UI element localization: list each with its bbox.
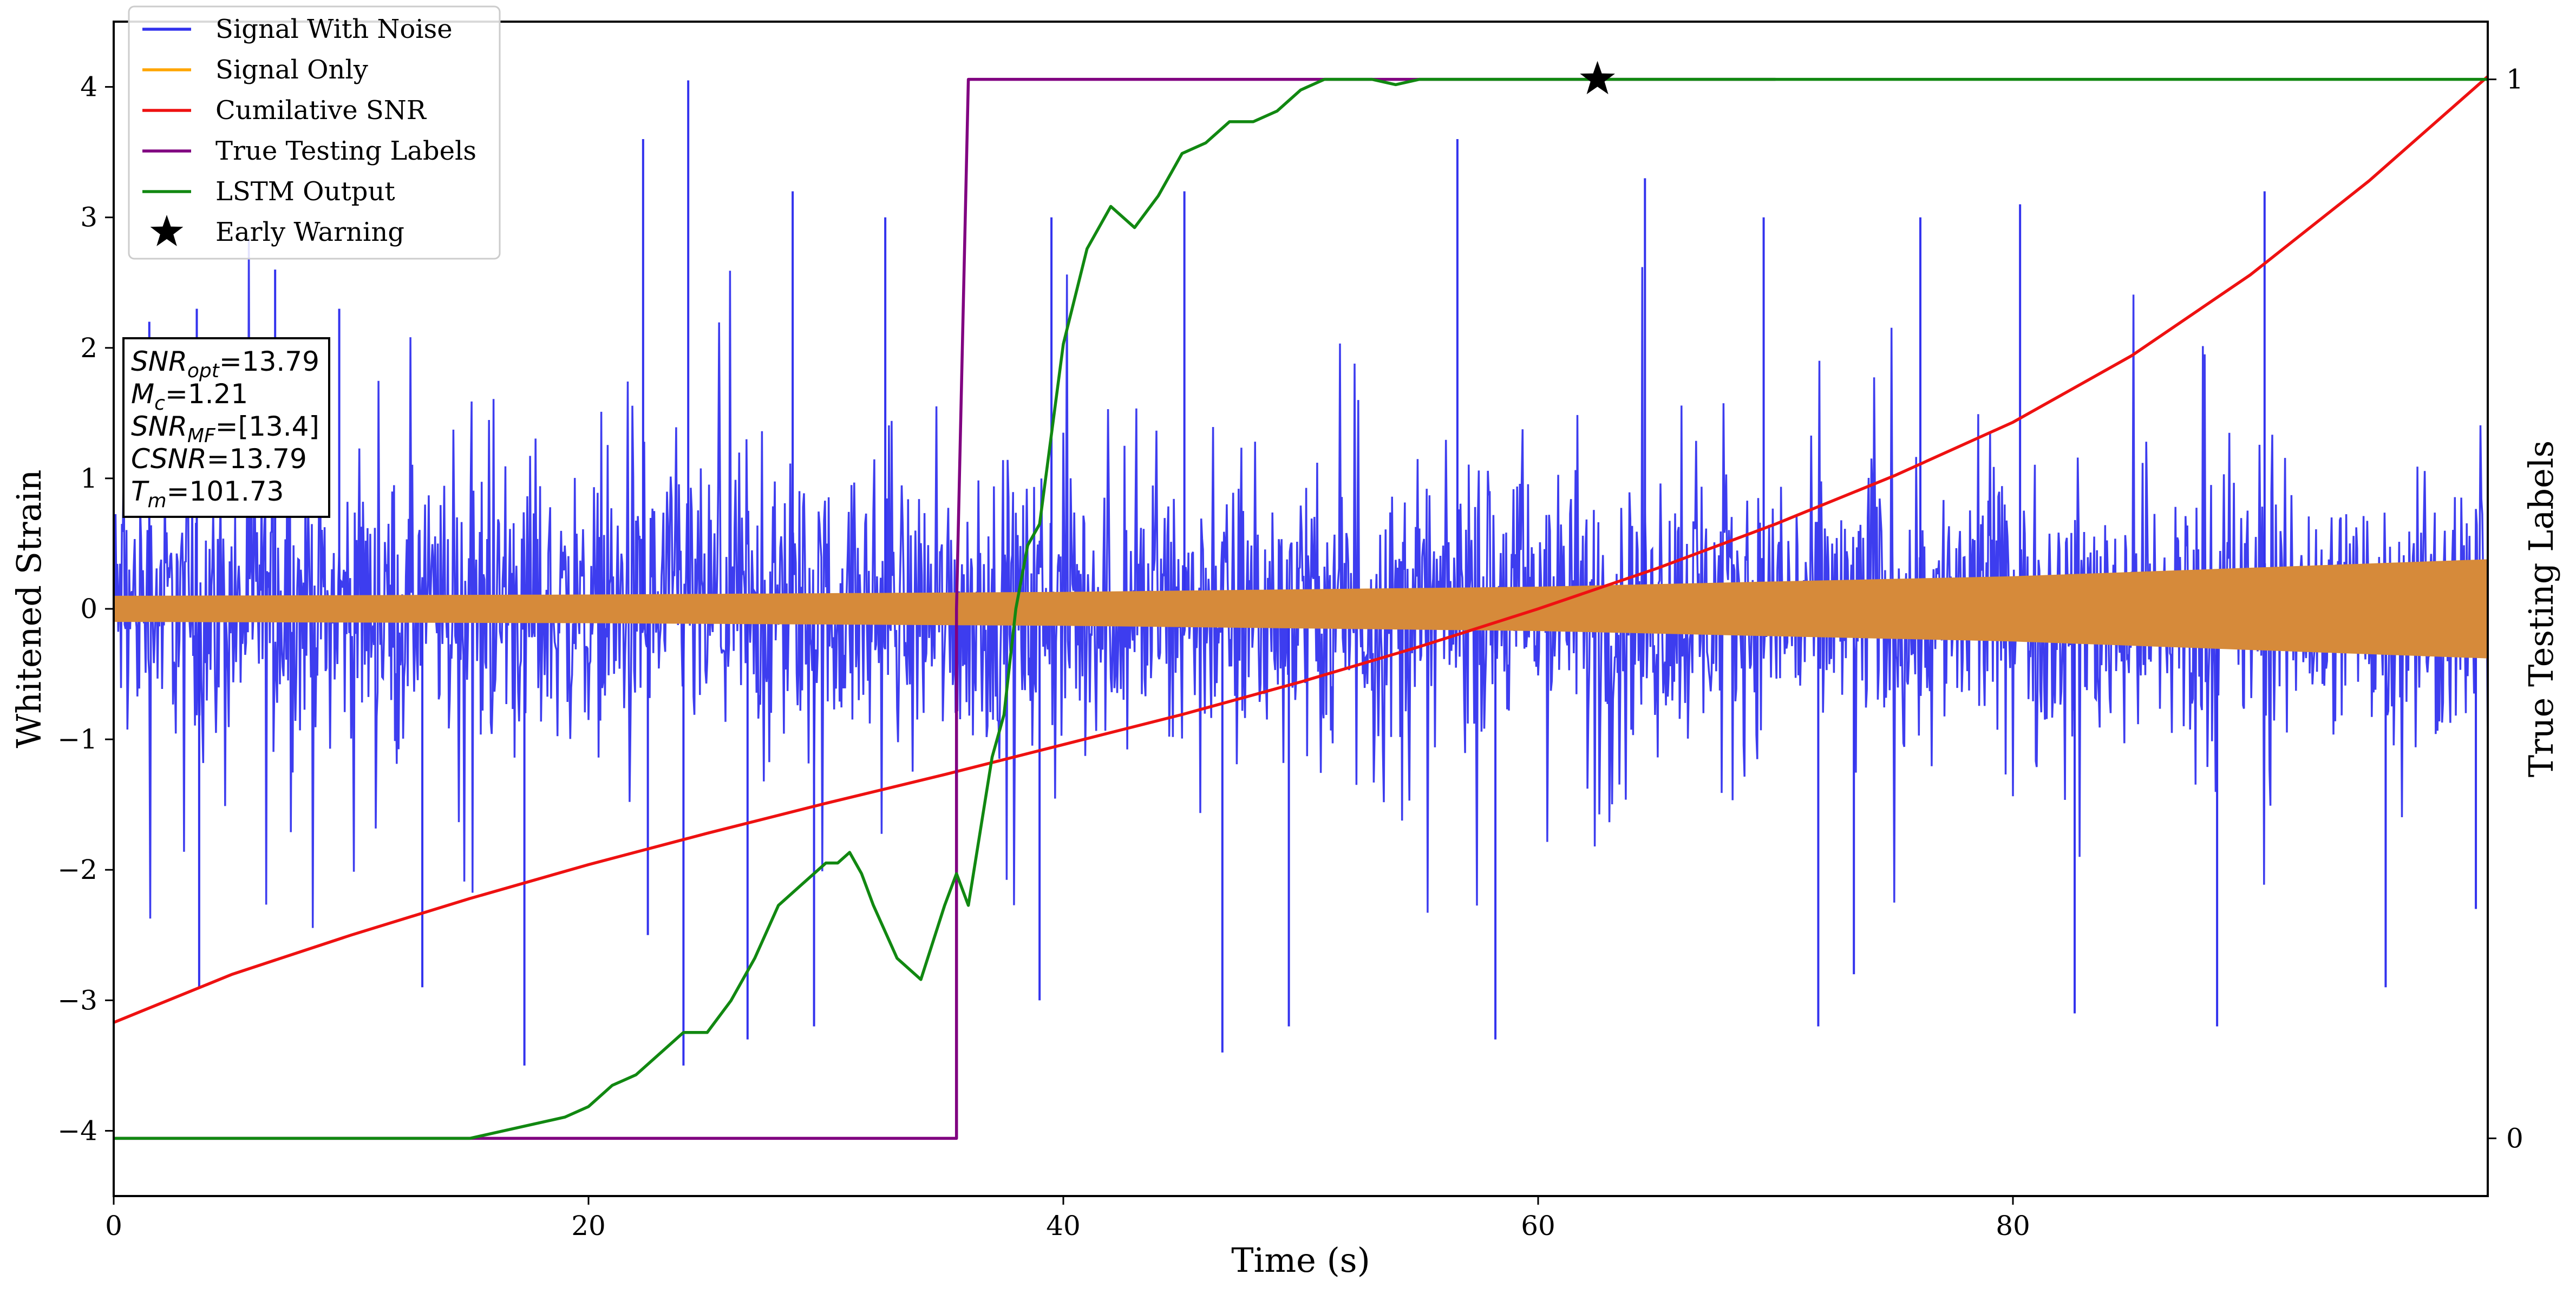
- x-axis-title: Time (s): [1231, 1240, 1370, 1280]
- y-axis-title: Whitened Strain: [9, 470, 49, 748]
- info-box: SNRopt=13.79Mc=1.21SNRMF=[13.4]CSNR=13.7…: [122, 337, 330, 518]
- y2-tick-label: 1: [2506, 64, 2523, 95]
- info-box-line: CSNR=13.79: [131, 443, 307, 475]
- legend-label: Cumilative SNR: [215, 95, 427, 126]
- info-box-frame: [122, 337, 330, 518]
- y-tick-label: −2: [57, 854, 97, 885]
- y-tick-label: 4: [80, 71, 97, 103]
- x-tick-label: 0: [105, 1210, 122, 1242]
- legend-marker-early-warning: [150, 215, 184, 246]
- legend-label: Signal With Noise: [215, 14, 453, 44]
- series-signal-only: [114, 559, 2488, 659]
- legend-label: Early Warning: [215, 217, 404, 247]
- y-tick-label: −4: [57, 1115, 97, 1146]
- y2-tick-label: 0: [2506, 1122, 2523, 1154]
- y-tick-label: 0: [80, 593, 97, 625]
- info-box-line: Tm=101.73: [131, 476, 284, 512]
- y-tick-label: −3: [57, 984, 97, 1016]
- y-tick-label: 1: [80, 463, 97, 494]
- series-lstm-output: [114, 77, 2488, 1140]
- info-box-line: SNRopt=13.79: [131, 346, 319, 382]
- signal-only-layer: [114, 559, 2488, 659]
- info-box-line: Mc=1.21: [131, 378, 248, 415]
- series-cumilative-snr: [114, 75, 2488, 1024]
- series-true-testing-labels: [114, 77, 1776, 1140]
- y2-axis-title: True Testing Labels: [2521, 441, 2561, 778]
- legend-label: LSTM Output: [215, 176, 395, 207]
- x-tick-label: 40: [1046, 1210, 1081, 1242]
- legend-label: Signal Only: [215, 55, 368, 85]
- legend-frame: [128, 5, 501, 260]
- x-tick-label: 20: [571, 1210, 606, 1242]
- legend: Signal With Noise Signal Only Cumilative S…: [128, 5, 501, 260]
- x-tick-label: 80: [1996, 1210, 2030, 1242]
- info-box-line: SNRMF=[13.4]: [131, 411, 319, 447]
- x-tick-label: 60: [1521, 1210, 1555, 1242]
- legend-label: True Testing Labels: [215, 136, 476, 166]
- y-tick-label: −1: [57, 724, 97, 755]
- y-tick-label: 2: [80, 332, 97, 364]
- line-series-layer: [114, 75, 2488, 1140]
- y-tick-label: 3: [80, 202, 97, 233]
- early-warning-marker: [1580, 61, 1615, 95]
